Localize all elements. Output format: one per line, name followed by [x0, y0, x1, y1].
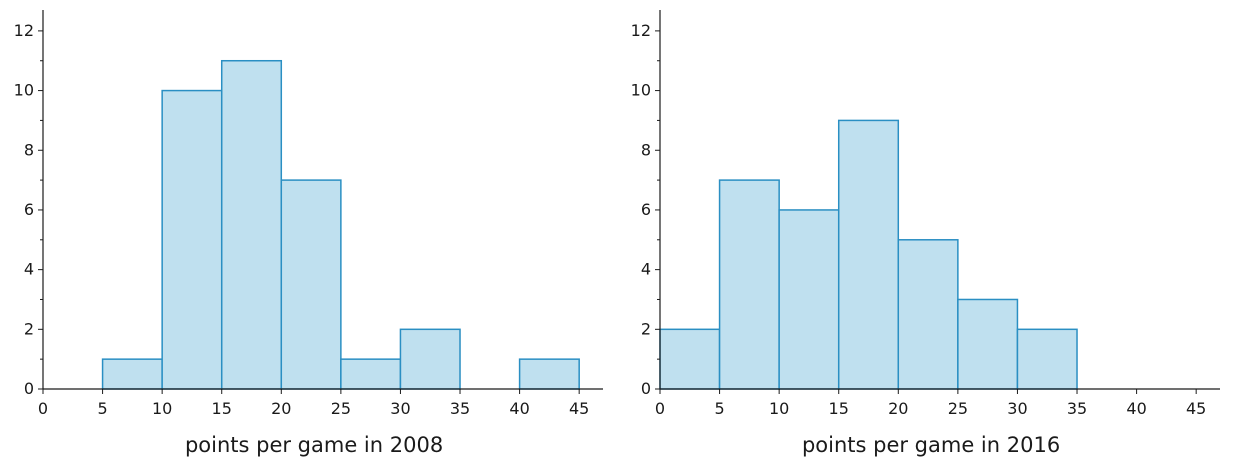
- y-tick-label: 8: [641, 140, 651, 159]
- y-tick-label: 6: [24, 200, 34, 219]
- histogram-bar: [778, 209, 840, 390]
- histogram-bar: [161, 89, 223, 390]
- histogram-bar: [837, 119, 900, 390]
- bars-group: [659, 119, 1078, 390]
- histogram-bar: [220, 59, 283, 390]
- y-tick-label: 2: [641, 319, 651, 338]
- histogram-bar: [718, 179, 780, 390]
- x-tick-label: 10: [152, 399, 172, 418]
- x-tick-label: 20: [888, 399, 908, 418]
- x-tick-label: 35: [1067, 399, 1087, 418]
- x-tick-label: 45: [569, 399, 589, 418]
- histogram-bar: [518, 358, 580, 390]
- x-tick-label: 5: [97, 399, 107, 418]
- x-tick-label: 5: [714, 399, 724, 418]
- x-tick-label: 20: [271, 399, 291, 418]
- x-tick-label: 10: [769, 399, 789, 418]
- y-tick-label: 4: [641, 260, 651, 279]
- histogram-2016-svg: 0 2 4 6 8 10 12 0 5 10 15 20 25 30 35 40 45 points per g…: [631, 10, 1220, 457]
- histogram-bar: [340, 358, 402, 390]
- y-tick-label: 4: [24, 260, 34, 279]
- x-tick-label: 25: [948, 399, 968, 418]
- x-tick-label: 15: [829, 399, 849, 418]
- histogram-bar: [101, 358, 163, 390]
- x-tick-label: 40: [1126, 399, 1146, 418]
- histogram-2008: 0 2 4 6 8 10 12 0 5 10 15 20 25 30 35 40 45 points per g…: [0, 0, 617, 466]
- histogram-bar: [957, 298, 1019, 390]
- x-tick-label: 25: [331, 399, 351, 418]
- histogram-bar: [659, 328, 721, 390]
- y-tick-label: 2: [24, 319, 34, 338]
- x-tick-label: 45: [1186, 399, 1206, 418]
- histogram-2008-svg: 0 2 4 6 8 10 12 0 5 10 15 20 25 30 35 40 45 points per g…: [14, 10, 603, 457]
- x-tick-label: 0: [655, 399, 665, 418]
- y-tick-label: 0: [641, 379, 651, 398]
- y-tick-label: 6: [641, 200, 651, 219]
- histogram-bar: [280, 179, 342, 390]
- x-tick-label: 35: [450, 399, 470, 418]
- histogram-bar: [1016, 328, 1078, 390]
- y-tick-label: 0: [24, 379, 34, 398]
- x-tick-label: 40: [509, 399, 529, 418]
- x-tick-label: 0: [38, 399, 48, 418]
- y-tick-label: 10: [14, 81, 34, 100]
- x-axis-title: points per game in 2008: [185, 433, 443, 457]
- histogram-bar: [897, 239, 959, 390]
- x-axis-title: points per game in 2016: [802, 433, 1060, 457]
- x-tick-label: 30: [390, 399, 410, 418]
- histogram-bar: [399, 328, 461, 390]
- y-tick-label: 8: [24, 140, 34, 159]
- y-tick-label: 12: [14, 21, 34, 40]
- histogram-2016: 0 2 4 6 8 10 12 0 5 10 15 20 25 30 35 40 45 points per g…: [617, 0, 1234, 466]
- ticks-group: 0 2 4 6 8 10 12 0 5 10 15 20 25 30 35 40 45: [631, 21, 1207, 418]
- x-tick-label: 30: [1007, 399, 1027, 418]
- x-tick-label: 15: [212, 399, 232, 418]
- bars-group: [101, 59, 580, 390]
- ticks-group: 0 2 4 6 8 10 12 0 5 10 15 20 25 30 35 40 45: [14, 21, 590, 418]
- y-tick-label: 12: [631, 21, 651, 40]
- y-tick-label: 10: [631, 81, 651, 100]
